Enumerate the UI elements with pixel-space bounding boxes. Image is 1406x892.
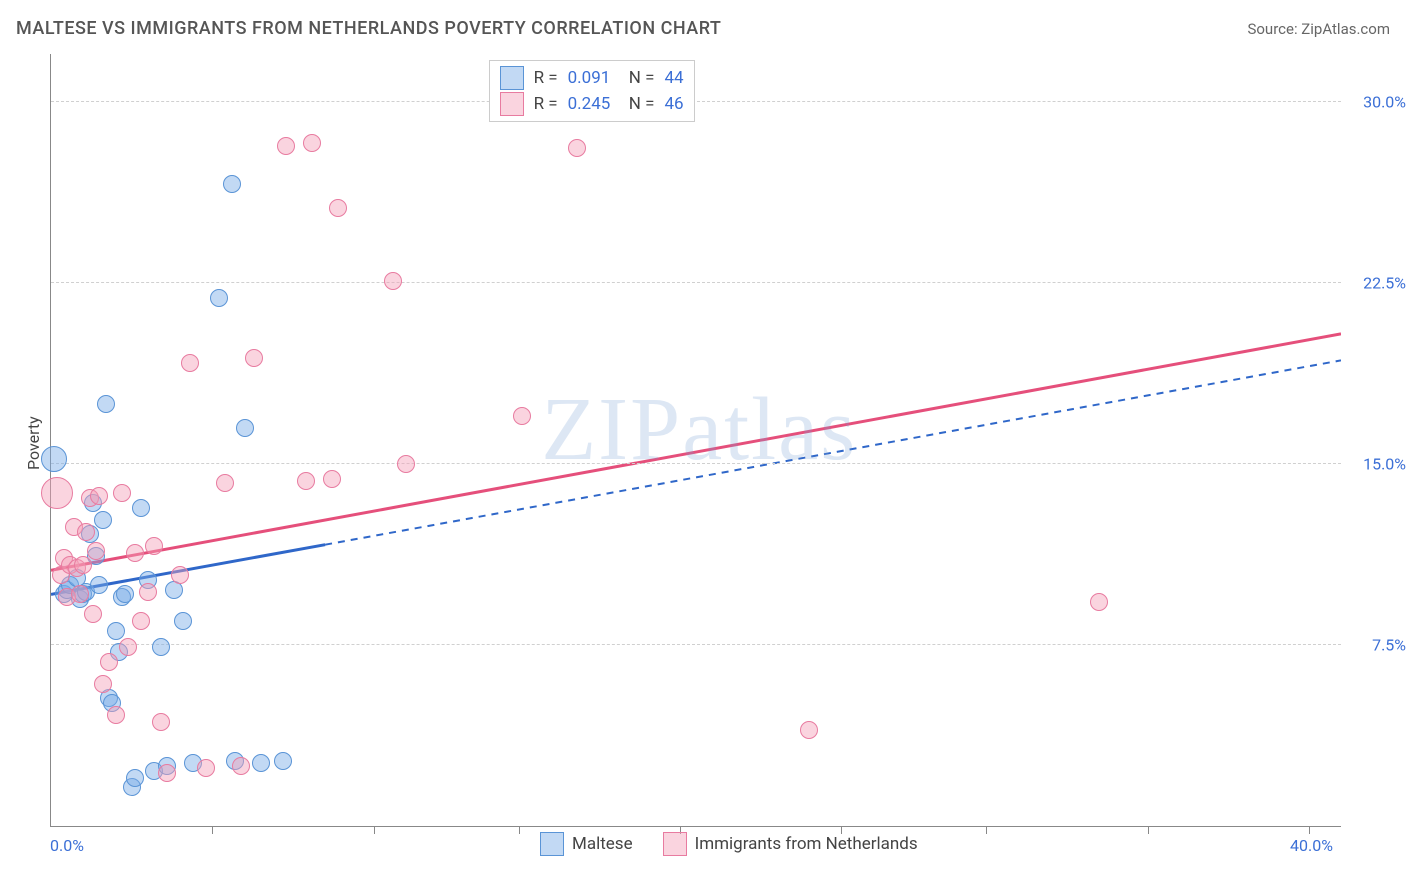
data-point <box>274 752 292 770</box>
data-point <box>87 542 105 560</box>
data-point <box>71 585 89 603</box>
data-point <box>568 139 586 157</box>
data-point <box>397 455 415 473</box>
scatter-chart: ZIPatlas 7.5%15.0%22.5%30.0% <box>50 54 1341 827</box>
data-point <box>181 354 199 372</box>
legend-r-value: 0.091 <box>568 65 611 91</box>
gridline <box>51 463 1341 464</box>
data-point <box>245 349 263 367</box>
series-legend: Maltese Immigrants from Netherlands <box>540 832 918 856</box>
data-point <box>126 544 144 562</box>
x-axis-max-label: 40.0% <box>1290 836 1333 855</box>
data-point <box>800 721 818 739</box>
legend-r-label: R = <box>534 65 558 91</box>
data-point <box>210 289 228 307</box>
gridline <box>51 101 1341 102</box>
data-point <box>126 769 144 787</box>
y-tick-label: 22.5% <box>1351 274 1406 293</box>
data-point <box>174 612 192 630</box>
legend-series-name: Immigrants from Netherlands <box>695 834 918 854</box>
data-point <box>132 612 150 630</box>
data-point <box>132 499 150 517</box>
data-point <box>90 487 108 505</box>
data-point <box>277 137 295 155</box>
data-point <box>94 511 112 529</box>
data-point <box>197 759 215 777</box>
data-point <box>171 566 189 584</box>
watermark: ZIPatlas <box>541 378 857 481</box>
legend-item: Maltese <box>540 832 633 856</box>
data-point <box>100 653 118 671</box>
data-point <box>513 407 531 425</box>
data-point <box>152 638 170 656</box>
data-point <box>158 764 176 782</box>
x-tick <box>212 826 213 834</box>
legend-swatch <box>500 92 524 116</box>
data-point <box>145 537 163 555</box>
chart-title: MALTESE VS IMMIGRANTS FROM NETHERLANDS P… <box>16 18 721 39</box>
data-point <box>1090 593 1108 611</box>
data-point <box>303 134 321 152</box>
data-point <box>94 675 112 693</box>
y-tick-label: 7.5% <box>1351 636 1406 655</box>
legend-swatch <box>540 832 564 856</box>
data-point <box>107 622 125 640</box>
x-tick <box>1309 826 1310 834</box>
data-point <box>384 272 402 290</box>
legend-swatch <box>663 832 687 856</box>
data-point <box>97 395 115 413</box>
legend-n-value: 44 <box>664 65 683 91</box>
data-point <box>41 446 67 472</box>
legend-swatch <box>500 66 524 90</box>
y-tick-label: 15.0% <box>1351 455 1406 474</box>
data-point <box>119 638 137 656</box>
x-tick <box>374 826 375 834</box>
legend-n-label: N = <box>620 65 654 91</box>
data-point <box>113 484 131 502</box>
data-point <box>84 605 102 623</box>
data-point <box>152 713 170 731</box>
data-point <box>90 576 108 594</box>
data-point <box>232 757 250 775</box>
legend-row: R = 0.245 N = 46 <box>500 91 684 117</box>
legend-r-value: 0.245 <box>568 91 611 117</box>
data-point <box>223 175 241 193</box>
data-point <box>252 754 270 772</box>
y-axis-title: Poverty <box>24 416 43 470</box>
y-tick-label: 30.0% <box>1351 93 1406 112</box>
legend-series-name: Maltese <box>572 834 633 854</box>
legend-n-label: N = <box>620 91 654 117</box>
data-point <box>216 474 234 492</box>
x-axis-min-label: 0.0% <box>50 836 84 855</box>
data-point <box>107 706 125 724</box>
legend-item: Immigrants from Netherlands <box>663 832 918 856</box>
legend-n-value: 46 <box>664 91 683 117</box>
gridline <box>51 282 1341 283</box>
correlation-legend: R = 0.091 N = 44R = 0.245 N = 46 <box>489 60 695 122</box>
data-point <box>236 419 254 437</box>
gridline <box>51 644 1341 645</box>
data-point <box>329 199 347 217</box>
data-point <box>74 556 92 574</box>
data-point <box>116 585 134 603</box>
legend-r-label: R = <box>534 91 558 117</box>
data-point <box>323 470 341 488</box>
data-point <box>77 523 95 541</box>
data-point <box>41 477 73 509</box>
trend-lines <box>51 54 1341 826</box>
data-point <box>139 583 157 601</box>
x-tick <box>519 826 520 834</box>
x-tick <box>986 826 987 834</box>
data-point <box>297 472 315 490</box>
x-tick <box>1148 826 1149 834</box>
source-label: Source: ZipAtlas.com <box>1247 20 1390 38</box>
legend-row: R = 0.091 N = 44 <box>500 65 684 91</box>
